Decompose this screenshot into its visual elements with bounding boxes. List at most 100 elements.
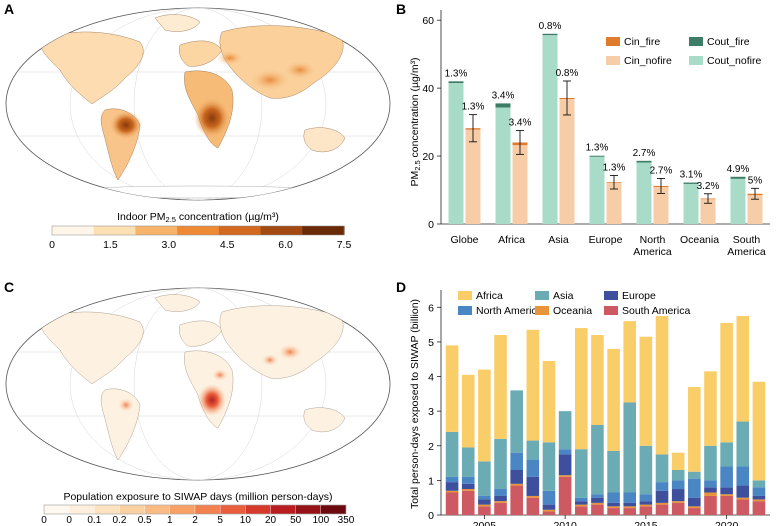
- chart-d-bar-segment-oceania: [639, 504, 653, 507]
- colorbar-a-cell: [302, 226, 345, 235]
- land-c-asia: [219, 305, 344, 379]
- chart-d-legend-label: North America: [476, 305, 543, 317]
- chart-d-bar-segment-oceania: [607, 506, 620, 509]
- panel-a-letter: A: [4, 1, 14, 17]
- chart-b-bar-cout-nofire: [448, 83, 464, 225]
- chart-d-plot: 0 1 2 3 4 5 6 2005 2010 2015 2020 Africa Asia Europe N…: [428, 290, 770, 526]
- chart-d-bar-segment-asia: [688, 471, 701, 479]
- chart-d-bar-segment-north-america: [655, 482, 669, 491]
- chart-b-bar-cout-fire: [683, 182, 699, 184]
- chart-d-bar-segment-africa: [526, 329, 540, 441]
- chart-b-bar-cout-fire: [542, 33, 558, 36]
- chart-d-bar-segment-south-america: [510, 485, 523, 515]
- chart-d-bar-segment-asia: [623, 402, 637, 493]
- land-greenland: [154, 14, 201, 32]
- chart-d-bar-segment-africa: [574, 328, 588, 450]
- chart-d-bar-segment-north-america: [542, 490, 556, 505]
- chart-d-x-tick-label: 2020: [715, 520, 739, 526]
- chart-d-bar-segment-north-america: [445, 476, 459, 483]
- chart-b-bar-cout-nofire: [730, 178, 746, 224]
- chart-d-bar-segment-south-america: [607, 508, 620, 515]
- colorbar-c-tick-label: 350: [338, 515, 355, 526]
- colorbar-a-cell: [177, 226, 220, 235]
- chart-d-bar-segment-oceania: [623, 506, 637, 509]
- chart-b-category-line: Europe: [589, 234, 623, 246]
- chart-d-bar-segment-europe: [607, 502, 620, 507]
- panel-b-letter: B: [396, 1, 406, 17]
- chart-d-ylabel: Total person-days exposed to SIWAP (bill…: [409, 299, 421, 509]
- chart-d-bar-segment-oceania: [574, 504, 588, 507]
- colorbar-a-cell: [218, 226, 262, 235]
- chart-d-bar-segment-asia: [704, 445, 717, 481]
- land-c-australia: [303, 407, 346, 433]
- chart-d-bar-segment-oceania: [494, 501, 507, 503]
- chart-d-bar-segment-asia: [671, 470, 685, 481]
- chart-b-category-line: South: [733, 234, 761, 246]
- colorbar-a-cell: [135, 226, 178, 235]
- chart-d-bar-segment-north-america: [607, 492, 620, 503]
- chart-d-bar-segment-africa: [607, 348, 620, 451]
- colorbar-c-tick-label: 20: [265, 515, 277, 526]
- chart-d-y-tick-label: 3: [428, 406, 434, 418]
- chart-d-bar-segment-europe: [526, 476, 540, 496]
- chart-b-bar-cin-nofire: [700, 199, 716, 224]
- chart-d-bar-segment-europe: [558, 454, 572, 476]
- chart-d-bar-segment-north-america: [558, 449, 572, 455]
- chart-d-bar-segment-south-america: [655, 504, 669, 515]
- chart-d-legend-swatch: [535, 306, 549, 315]
- map-c-hotspots: [118, 344, 302, 416]
- chart-d-bar-segment-asia: [752, 480, 766, 488]
- chart-d-bar-segment-south-america: [704, 495, 717, 515]
- chart-d-bar-segment-south-america: [623, 508, 637, 515]
- land-c-greenland: [154, 294, 201, 312]
- colorbar-a-ticks: 0 1.5 3.0 4.5 6.0 7.5: [49, 239, 351, 251]
- chart-d-legend-label: Asia: [553, 290, 574, 302]
- panel-c-letter: C: [4, 279, 14, 295]
- panel-d: D Total person-days exposed to SIWAP (bi…: [396, 279, 770, 526]
- panel-b: B PM2.5 concentration (µg/m³) 0 20 40 60 1.3…: [396, 1, 770, 258]
- chart-b-category-line: Oceania: [680, 234, 719, 246]
- colorbar-c-cell: [119, 504, 145, 515]
- chart-b-legend-label: Cin_fire: [624, 36, 660, 48]
- chart-b-cin-label: 2.7%: [650, 165, 673, 176]
- chart-d-bar-segment-south-america: [461, 490, 475, 515]
- chart-d-bar-segment-asia: [461, 447, 475, 477]
- chart-b-bar-cout-fire: [495, 103, 511, 108]
- land-europe: [179, 40, 223, 67]
- colorbar-c-frame: [43, 504, 347, 515]
- chart-d-x-tick-label: 2005: [473, 520, 497, 526]
- chart-b-bar-cout-nofire: [683, 183, 699, 224]
- chart-d-bar-segment-africa: [688, 386, 701, 472]
- chart-d-bar-segment-africa: [542, 360, 556, 443]
- chart-b-y-tick-label: 20: [422, 151, 434, 163]
- chart-b-bar-cout-nofire: [589, 156, 605, 224]
- chart-d-x-tick-label: 2010: [553, 520, 577, 526]
- chart-b-bar-cout-nofire: [542, 35, 558, 225]
- colorbar-c-cell: [43, 504, 70, 515]
- chart-b-y-tick-label: 60: [422, 15, 434, 27]
- colorbar-c-tick-label: 0: [41, 515, 47, 526]
- chart-d-bar-segment-north-america: [478, 495, 491, 500]
- colorbar-c-tick-label: 0.1: [87, 515, 101, 526]
- chart-d-bar-segment-africa: [671, 452, 685, 470]
- chart-b-category-label: North America: [633, 234, 672, 258]
- colorbar-c-cells: [43, 504, 347, 515]
- colorbar-c-ticks: 0 0 0.1 0.2 0.5 1 2 5 10 20 50 100 350: [41, 515, 355, 526]
- chart-b-cin-label: 0.8%: [556, 68, 579, 79]
- chart-d-bar-segment-africa: [704, 371, 717, 446]
- chart-d-bar-segment-north-america: [736, 466, 750, 486]
- chart-d-bar-segment-africa: [655, 315, 669, 455]
- panel-d-letter: D: [396, 279, 406, 295]
- chart-d-bar-segment-south-america: [591, 504, 604, 515]
- chart-d-bar-segment-oceania: [655, 502, 669, 505]
- chart-d-y-tick-label: 2: [428, 441, 434, 453]
- chart-d-bar-segment-europe: [752, 495, 766, 500]
- chart-d-bar-segment-south-america: [736, 499, 750, 515]
- colorbar-a-cell: [93, 226, 137, 235]
- chart-d-bar-segment-asia: [720, 442, 733, 467]
- chart-d-bar-segment-africa: [752, 381, 766, 481]
- colorbar-c-cell: [169, 504, 196, 515]
- land-antarctica: [57, 185, 339, 199]
- colorbar-a-tick-label: 0: [49, 239, 55, 251]
